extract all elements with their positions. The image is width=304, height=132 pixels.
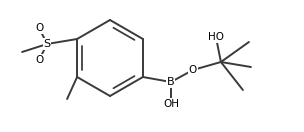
Text: OH: OH [163, 99, 179, 109]
Text: O: O [189, 65, 197, 75]
Text: S: S [43, 39, 51, 49]
Text: O: O [35, 23, 43, 33]
Text: HO: HO [208, 32, 224, 42]
Text: B: B [167, 77, 175, 87]
Text: O: O [35, 55, 43, 65]
